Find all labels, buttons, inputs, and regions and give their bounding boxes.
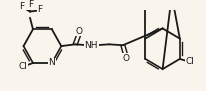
Text: F: F xyxy=(37,5,42,14)
Text: Cl: Cl xyxy=(19,62,27,71)
Text: NH: NH xyxy=(84,41,97,50)
Text: O: O xyxy=(122,54,129,63)
Text: N: N xyxy=(48,58,55,67)
Text: F: F xyxy=(19,2,25,11)
Text: F: F xyxy=(28,0,33,9)
Text: O: O xyxy=(75,27,82,36)
Text: Cl: Cl xyxy=(184,57,193,66)
